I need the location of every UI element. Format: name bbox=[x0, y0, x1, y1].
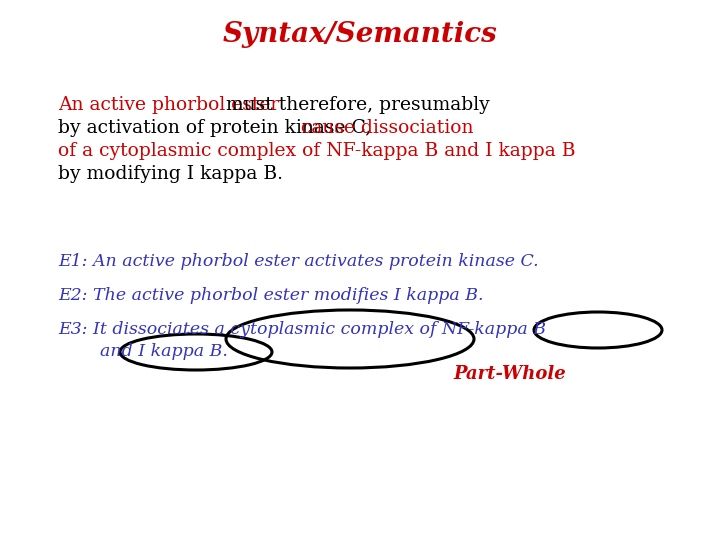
Text: by activation of protein kinase C,: by activation of protein kinase C, bbox=[58, 119, 372, 137]
Text: An active phorbol ester: An active phorbol ester bbox=[58, 96, 279, 114]
Text: E2: The active phorbol ester modifies I kappa B.: E2: The active phorbol ester modifies I … bbox=[58, 287, 484, 305]
Text: of a cytoplasmic complex of NF-kappa B and I kappa B: of a cytoplasmic complex of NF-kappa B a… bbox=[58, 142, 575, 160]
Text: Syntax/Semantics: Syntax/Semantics bbox=[222, 22, 498, 49]
Text: must therefore, presumably: must therefore, presumably bbox=[220, 96, 490, 114]
Text: Part-Whole: Part-Whole bbox=[454, 365, 567, 383]
Text: E1: An active phorbol ester activates protein kinase C.: E1: An active phorbol ester activates pr… bbox=[58, 253, 539, 271]
Text: cause dissociation: cause dissociation bbox=[295, 119, 474, 137]
Text: E3: It dissociates a cytoplasmic complex of NF-kappa B: E3: It dissociates a cytoplasmic complex… bbox=[58, 321, 546, 339]
Text: by modifying I kappa B.: by modifying I kappa B. bbox=[58, 165, 283, 183]
Text: and I kappa B.: and I kappa B. bbox=[100, 343, 228, 361]
